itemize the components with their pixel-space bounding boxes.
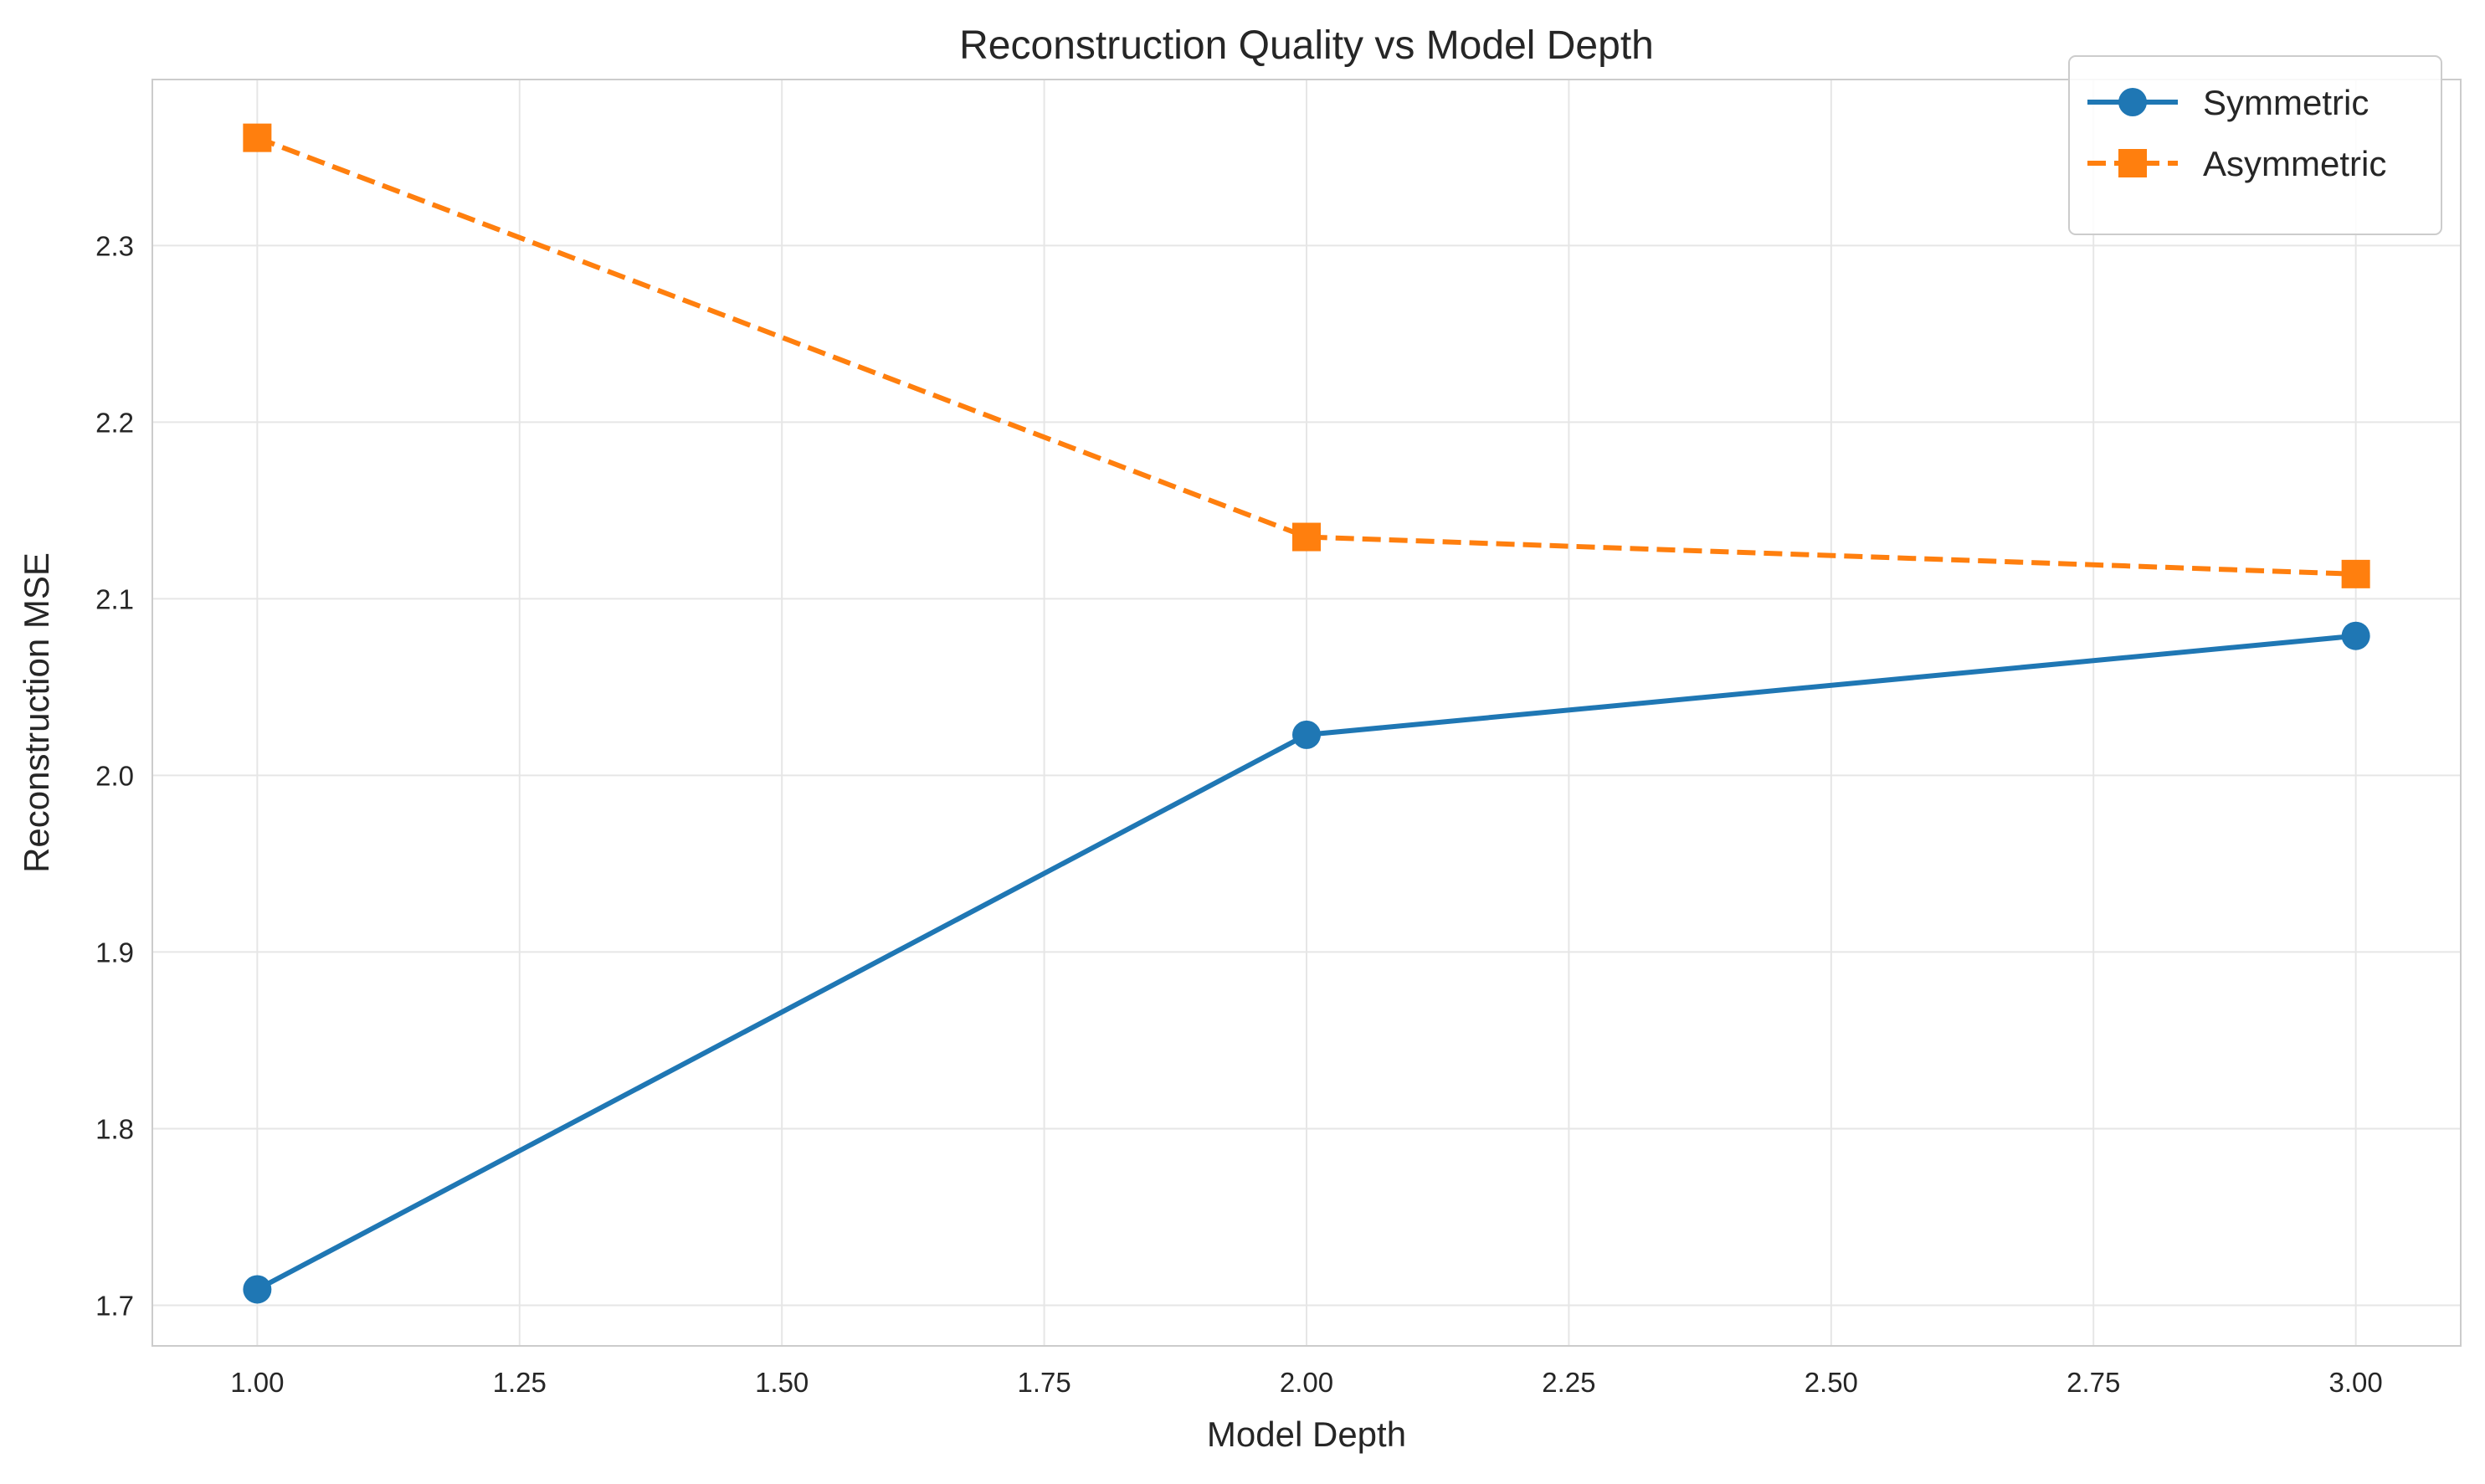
data-point-asymmetric — [243, 123, 272, 152]
x-tick-label: 2.75 — [2067, 1367, 2120, 1398]
legend-marker — [2118, 88, 2147, 116]
y-tick-label: 1.9 — [95, 937, 134, 968]
y-tick-label: 2.1 — [95, 583, 134, 614]
grid — [152, 80, 2461, 1346]
x-tick-label: 1.25 — [493, 1367, 547, 1398]
series-line-asymmetric — [256, 135, 2356, 577]
chart-title: Reconstruction Quality vs Model Depth — [959, 23, 1654, 68]
x-tick-label: 2.00 — [1280, 1367, 1333, 1398]
legend-label: Symmetric — [2203, 83, 2369, 122]
y-tick-label: 2.0 — [95, 760, 134, 791]
legend-label: Asymmetric — [2203, 144, 2386, 183]
x-tick-label: 1.00 — [230, 1367, 284, 1398]
legend-item: Asymmetric — [2087, 144, 2386, 183]
legend-item: Symmetric — [2087, 83, 2369, 122]
y-tick-label: 1.7 — [95, 1290, 134, 1321]
x-tick-label: 2.25 — [1542, 1367, 1595, 1398]
x-axis-label: Model Depth — [1207, 1415, 1406, 1454]
series-symmetric — [243, 621, 2370, 1304]
data-point-symmetric — [243, 1275, 272, 1304]
y-tick-label: 2.3 — [95, 230, 134, 261]
series-layer — [243, 123, 2370, 1304]
series-asymmetric — [243, 123, 2370, 588]
x-tick-label: 1.75 — [1017, 1367, 1071, 1398]
data-point-symmetric — [2341, 621, 2370, 650]
y-axis-label: Reconstruction MSE — [17, 552, 56, 873]
tick-labels: 1.00 1.25 1.50 1.75 2.00 2.25 2.50 2.75 3.00 1.7 1… — [95, 230, 2383, 1398]
data-point-symmetric — [1292, 720, 1321, 749]
y-tick-label: 1.8 — [95, 1113, 134, 1144]
legend: Symmetric Asymmetric — [2068, 55, 2442, 235]
data-point-asymmetric — [2341, 559, 2370, 588]
y-tick-label: 2.2 — [95, 407, 134, 438]
legend-marker — [2118, 149, 2147, 177]
plot-frame — [151, 79, 2462, 1347]
data-point-asymmetric — [1292, 522, 1321, 552]
x-tick-label: 3.00 — [2329, 1367, 2383, 1398]
x-tick-label: 2.50 — [1805, 1367, 1858, 1398]
x-tick-label: 1.50 — [755, 1367, 809, 1398]
